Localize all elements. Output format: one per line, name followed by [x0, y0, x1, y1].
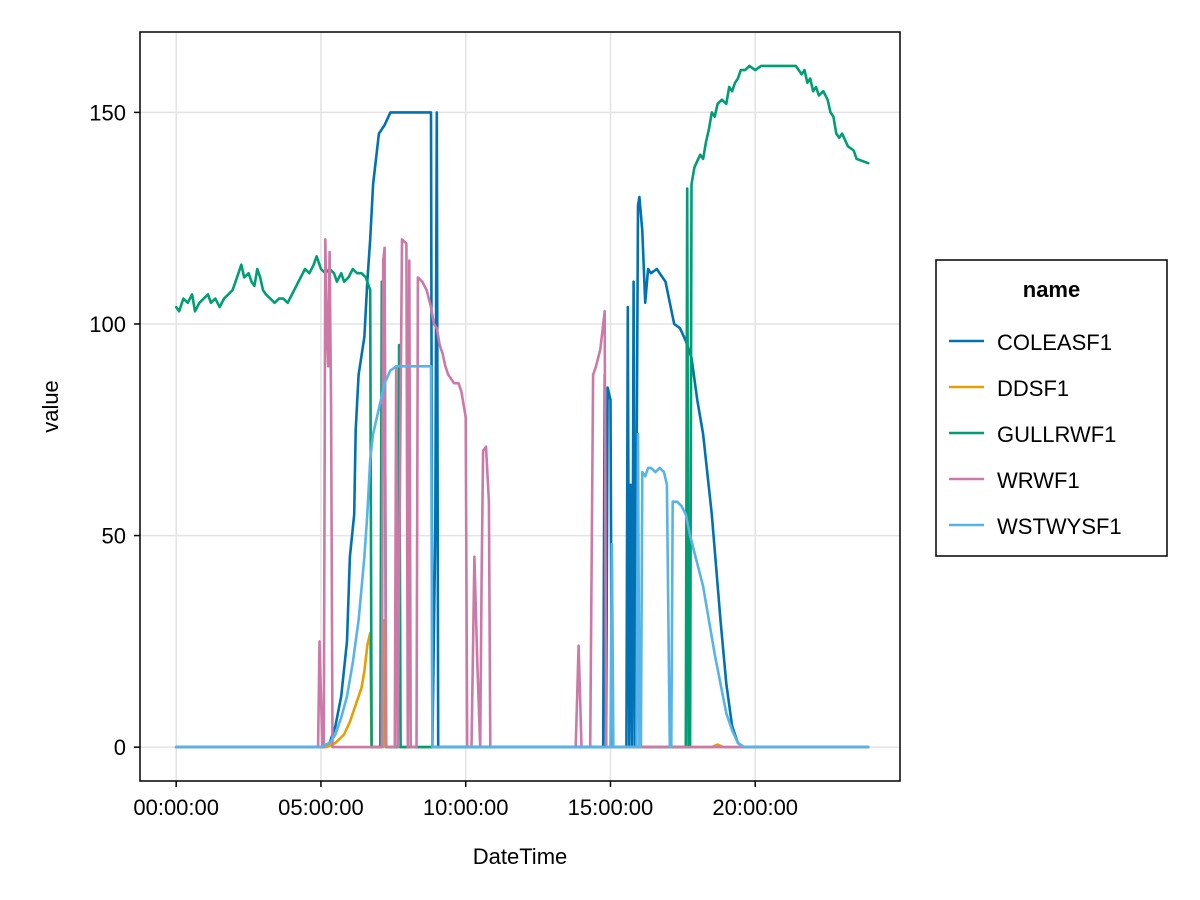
legend-item: DDSF1: [949, 376, 1069, 401]
y-axis-label: value: [38, 380, 63, 433]
x-axis-label: DateTime: [473, 844, 568, 869]
legend-label: DDSF1: [997, 376, 1069, 401]
x-tick-label: 20:00:00: [712, 795, 798, 820]
plot-frame: [139, 31, 901, 782]
x-tick-label: 00:00:00: [133, 795, 219, 820]
legend: name COLEASF1 DDSF1 GULLRWF1 WRWF1 WSTWYSF1: [935, 259, 1168, 557]
y-tick-label: 0: [114, 735, 126, 760]
legend-box: [935, 259, 1168, 557]
y-tick-label: 150: [89, 100, 126, 125]
legend-item: WRWF1: [949, 468, 1080, 493]
x-tick-label: 05:00:00: [278, 795, 364, 820]
y-tick-label: 50: [102, 524, 126, 549]
series-layer: [174, 64, 870, 749]
legend-title: name: [1023, 277, 1080, 302]
legend-label: WRWF1: [997, 468, 1080, 493]
legend-items: COLEASF1 DDSF1 GULLRWF1 WRWF1 WSTWYSF1: [949, 330, 1122, 539]
x-tick-label: 15:00:00: [568, 795, 654, 820]
series-line-wstwysf1: [174, 365, 870, 749]
legend-item: GULLRWF1: [949, 422, 1116, 447]
tick-layer: 00:00:00 05:00:00 10:00:00 15:00:00 20:00:00…: [89, 100, 798, 820]
legend-label: COLEASF1: [997, 330, 1112, 355]
x-tick-label: 10:00:00: [423, 795, 509, 820]
legend-item: WSTWYSF1: [949, 514, 1122, 539]
legend-label: WSTWYSF1: [997, 514, 1122, 539]
legend-item: COLEASF1: [949, 330, 1112, 355]
y-tick-label: 100: [89, 312, 126, 337]
legend-label: GULLRWF1: [997, 422, 1116, 447]
